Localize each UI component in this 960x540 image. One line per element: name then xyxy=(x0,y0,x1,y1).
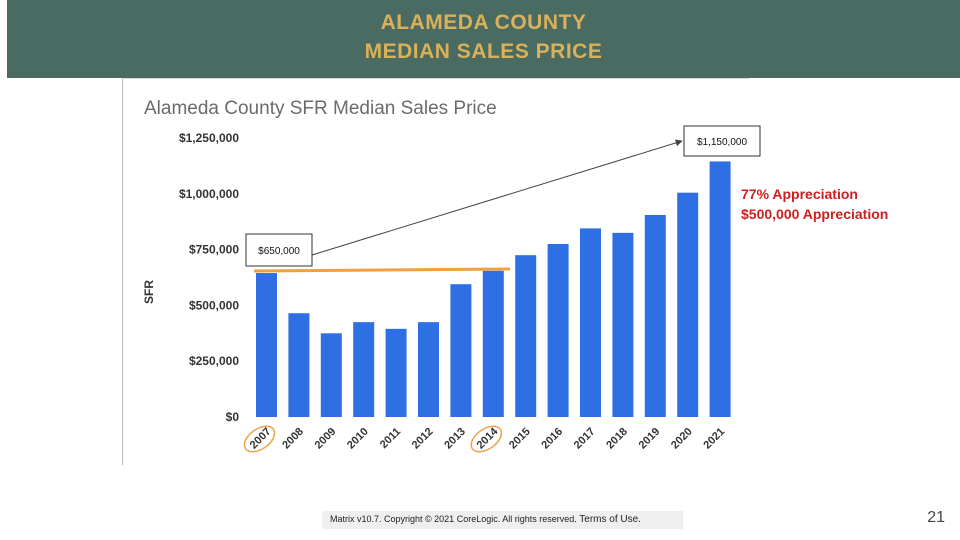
trend-line xyxy=(253,267,511,273)
x-tick-label-2008: 2008 xyxy=(280,426,306,452)
x-tick-label-2016: 2016 xyxy=(539,426,565,452)
bar-2018 xyxy=(612,232,634,417)
bar-series xyxy=(256,161,731,417)
y-axis-label: SFR xyxy=(142,280,156,304)
x-axis-ticks: 2007 2008 2009 2010 2011 2012 2013 2014 2015 2016… xyxy=(248,425,727,451)
page-number: 21 xyxy=(927,509,945,526)
y-tick-label: $500,000 xyxy=(189,298,239,312)
highlight-circle-2007 xyxy=(243,425,276,453)
y-tick-label: $1,250,000 xyxy=(179,131,239,145)
bar-2009 xyxy=(320,333,342,417)
bar-2014 xyxy=(482,270,504,417)
bar-2010 xyxy=(353,322,375,417)
bar-2021 xyxy=(709,161,731,417)
bar-2007 xyxy=(256,273,277,417)
bar-2015 xyxy=(515,255,537,417)
end-value-label: $1,150,000 xyxy=(697,137,747,148)
x-tick-label-2012: 2012 xyxy=(410,426,436,452)
bar-2017 xyxy=(580,228,601,417)
start-value-box xyxy=(245,233,313,267)
appreciation-percent-text: 77% Appreciation xyxy=(741,186,858,202)
bar-2020 xyxy=(677,192,699,417)
y-axis-ticks: $0 $250,000 $500,000 $750,000 $1,000,000 $1,2… xyxy=(179,131,239,424)
slide-header: ALAMEDA COUNTY MEDIAN SALES PRICE xyxy=(7,0,960,78)
bar-2011 xyxy=(385,328,407,417)
footer: Matrix v10.7. Copyright © 2021 CoreLogic… xyxy=(330,514,641,525)
footer-box xyxy=(322,511,683,529)
bar-2019 xyxy=(644,215,666,417)
end-value-box xyxy=(683,125,761,157)
bar-2008 xyxy=(288,313,310,417)
x-tick-label-2018: 2018 xyxy=(604,426,630,452)
y-tick-label: $1,000,000 xyxy=(179,187,239,201)
x-tick-label-2011: 2011 xyxy=(378,426,403,451)
bar-2012 xyxy=(418,322,439,417)
x-tick-label-2009: 2009 xyxy=(313,426,339,452)
chart-title: Alameda County SFR Median Sales Price xyxy=(144,98,497,119)
y-tick-label: $750,000 xyxy=(189,243,239,257)
x-tick-label-2007: 2007 xyxy=(248,426,274,452)
y-tick-label: $250,000 xyxy=(189,354,239,368)
x-tick-label-2021: 2021 xyxy=(701,426,727,452)
bar-2016 xyxy=(547,244,569,417)
x-tick-label-2013: 2013 xyxy=(442,426,468,452)
x-tick-label-2020: 2020 xyxy=(669,426,695,452)
appreciation-arrow xyxy=(311,139,683,256)
x-tick-label-2010: 2010 xyxy=(345,426,371,452)
slide-title-line1: ALAMEDA COUNTY xyxy=(380,11,587,34)
appreciation-amount-text: $500,000 Appreciation xyxy=(741,206,888,222)
x-tick-label-2015: 2015 xyxy=(507,426,533,452)
bar-2013 xyxy=(450,284,472,417)
x-tick-label-2017: 2017 xyxy=(572,426,598,452)
x-tick-label-2019: 2019 xyxy=(637,426,663,452)
copyright-text: Matrix v10.7. Copyright © 2021 CoreLogic… xyxy=(330,514,577,524)
chart-frame xyxy=(122,78,749,465)
terms-of-use-link[interactable]: Terms of Use. xyxy=(579,514,641,525)
x-tick-label-2014: 2014 xyxy=(475,425,501,451)
slide-title-line2: MEDIAN SALES PRICE xyxy=(364,40,603,63)
y-tick-label: $0 xyxy=(226,410,240,424)
start-value-label: $650,000 xyxy=(258,246,300,257)
highlight-circle-2014 xyxy=(470,425,503,453)
year-highlight-circles xyxy=(243,425,503,453)
